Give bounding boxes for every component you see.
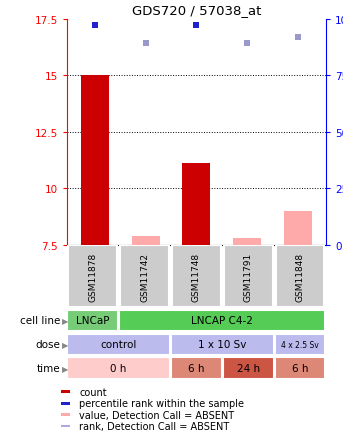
Text: percentile rank within the sample: percentile rank within the sample: [79, 398, 244, 408]
Text: GSM11748: GSM11748: [192, 252, 201, 301]
Bar: [81, 76, 109, 245]
Bar: [233, 238, 261, 245]
Bar: [61, 391, 70, 393]
Text: time: time: [36, 364, 60, 373]
Text: GSM11742: GSM11742: [140, 252, 149, 301]
Text: cell line: cell line: [20, 316, 60, 326]
Bar: [275, 334, 325, 355]
Text: ▶: ▶: [62, 364, 68, 373]
Text: 24 h: 24 h: [237, 364, 260, 373]
Text: 4 x 2.5 Sv: 4 x 2.5 Sv: [281, 340, 319, 349]
Text: value, Detection Call = ABSENT: value, Detection Call = ABSENT: [79, 410, 234, 420]
Bar: [61, 425, 70, 427]
Text: rank, Detection Call = ABSENT: rank, Detection Call = ABSENT: [79, 421, 229, 431]
Bar: [223, 358, 273, 379]
Bar: [276, 246, 324, 308]
Text: GSM11878: GSM11878: [88, 252, 97, 301]
Bar: [61, 413, 70, 416]
Text: LNCAP C4-2: LNCAP C4-2: [191, 316, 253, 326]
Text: ▶: ▶: [62, 316, 68, 325]
Text: control: control: [100, 340, 137, 349]
Bar: [120, 246, 169, 308]
Text: ▶: ▶: [62, 340, 68, 349]
Bar: [68, 358, 170, 379]
Text: GSM11848: GSM11848: [295, 252, 305, 301]
Bar: [61, 402, 70, 405]
Bar: [68, 310, 118, 332]
Bar: [132, 236, 159, 245]
Text: 0 h: 0 h: [110, 364, 127, 373]
Bar: [284, 211, 312, 245]
Text: 6 h: 6 h: [188, 364, 205, 373]
Bar: [172, 246, 221, 308]
Bar: [69, 246, 117, 308]
Text: LNCaP: LNCaP: [76, 316, 109, 326]
Bar: [171, 334, 273, 355]
Title: GDS720 / 57038_at: GDS720 / 57038_at: [132, 4, 261, 17]
Text: GSM11791: GSM11791: [244, 252, 253, 301]
Bar: [182, 164, 210, 245]
Text: dose: dose: [35, 340, 60, 349]
Bar: [171, 358, 222, 379]
Text: 6 h: 6 h: [292, 364, 308, 373]
Bar: [224, 246, 272, 308]
Text: count: count: [79, 387, 107, 397]
Bar: [68, 334, 170, 355]
Bar: [275, 358, 325, 379]
Text: 1 x 10 Sv: 1 x 10 Sv: [198, 340, 247, 349]
Bar: [119, 310, 325, 332]
